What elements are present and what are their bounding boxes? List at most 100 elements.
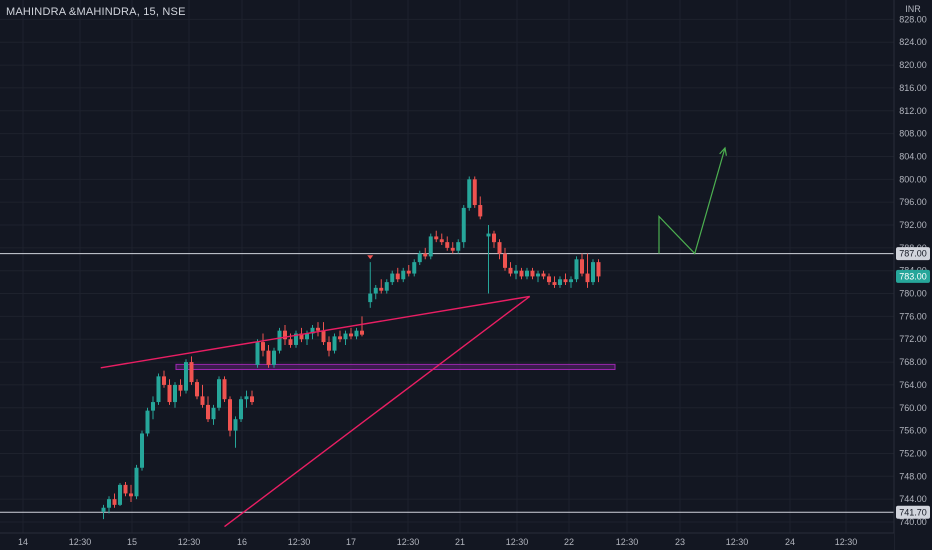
candle-body bbox=[574, 259, 579, 280]
candle bbox=[401, 267, 406, 283]
candle-body bbox=[563, 279, 568, 283]
candle-body bbox=[530, 270, 535, 277]
candle bbox=[123, 482, 128, 497]
candle bbox=[360, 316, 364, 337]
candle bbox=[428, 233, 433, 260]
candle bbox=[569, 276, 573, 288]
candle-body bbox=[552, 282, 557, 285]
candle bbox=[283, 324, 287, 345]
candle-body bbox=[107, 499, 111, 508]
candle bbox=[327, 336, 331, 357]
candle-body bbox=[395, 273, 400, 280]
candle-body bbox=[486, 233, 491, 237]
candle bbox=[272, 347, 276, 368]
candle bbox=[250, 390, 254, 405]
time-tick-label: 16 bbox=[237, 537, 247, 547]
candle-body bbox=[536, 273, 540, 277]
candle bbox=[101, 504, 106, 520]
candle-body bbox=[310, 327, 315, 334]
lower-trendline bbox=[224, 295, 531, 528]
candle bbox=[373, 284, 378, 300]
candle-body bbox=[189, 362, 194, 383]
candle bbox=[563, 273, 568, 285]
candle bbox=[450, 242, 455, 254]
candle-body bbox=[569, 279, 573, 283]
candle-body bbox=[112, 499, 117, 505]
candle bbox=[189, 356, 194, 385]
projection-path bbox=[658, 147, 726, 255]
candle bbox=[395, 267, 400, 283]
candle-body bbox=[503, 253, 507, 268]
price-tick-label: 824.00 bbox=[899, 37, 927, 47]
candle-body bbox=[250, 396, 254, 403]
candle bbox=[497, 239, 502, 260]
candle bbox=[145, 407, 150, 437]
candle bbox=[384, 279, 389, 294]
candle-body bbox=[305, 333, 309, 340]
price-tick-label: 812.00 bbox=[899, 106, 927, 116]
candle bbox=[508, 262, 513, 277]
projection-arrow-head bbox=[719, 146, 727, 156]
candle bbox=[118, 483, 122, 507]
candle-body bbox=[228, 399, 232, 431]
candle-body bbox=[101, 507, 106, 512]
candle-body bbox=[508, 267, 513, 274]
candle-body bbox=[439, 239, 444, 243]
candle-body bbox=[299, 333, 304, 340]
candle bbox=[541, 270, 546, 280]
candle bbox=[486, 225, 491, 294]
candle bbox=[596, 259, 601, 283]
candle bbox=[140, 430, 144, 471]
candle bbox=[456, 239, 461, 254]
candle bbox=[211, 404, 216, 425]
time-tick-label: 12:30 bbox=[506, 537, 529, 547]
candle bbox=[112, 493, 117, 508]
candle-body bbox=[428, 236, 433, 257]
price-tick-label: 804.00 bbox=[899, 151, 927, 161]
time-axis-background bbox=[0, 533, 894, 550]
candle bbox=[445, 236, 450, 251]
candle-body bbox=[461, 207, 466, 243]
candle-body bbox=[412, 262, 417, 274]
price-tick-label: 816.00 bbox=[899, 83, 927, 93]
price-tick-label: 740.00 bbox=[899, 517, 927, 527]
price-tick-label: 796.00 bbox=[899, 197, 927, 207]
price-tick-label: 792.00 bbox=[899, 220, 927, 230]
candle-body bbox=[162, 376, 166, 385]
candle bbox=[478, 196, 483, 220]
candle-body bbox=[558, 279, 562, 285]
candle-body bbox=[360, 330, 364, 335]
candle bbox=[156, 373, 161, 405]
candle-body bbox=[368, 293, 373, 303]
candle-body bbox=[354, 330, 359, 337]
candle bbox=[349, 327, 353, 340]
candle bbox=[354, 327, 359, 340]
candle-body bbox=[547, 276, 551, 283]
candle-body bbox=[129, 493, 133, 497]
candle-body bbox=[349, 333, 353, 337]
candle-body bbox=[456, 242, 461, 251]
time-tick-label: 15 bbox=[127, 537, 137, 547]
candle-body bbox=[478, 205, 483, 217]
candle-body bbox=[321, 330, 326, 343]
candle bbox=[585, 253, 590, 288]
candle bbox=[332, 333, 337, 354]
candle-body bbox=[283, 330, 287, 340]
candle-body bbox=[233, 419, 238, 431]
candle-body bbox=[406, 270, 411, 274]
candle-body bbox=[123, 484, 128, 494]
upper-trendline bbox=[100, 295, 530, 369]
price-tick-label: 828.00 bbox=[899, 14, 927, 24]
candle-body bbox=[467, 179, 472, 208]
candle-body bbox=[519, 270, 524, 277]
candle-body bbox=[288, 339, 293, 345]
candle-body bbox=[423, 253, 428, 257]
candle bbox=[261, 333, 265, 357]
candle-body bbox=[472, 179, 477, 206]
time-tick-label: 12:30 bbox=[69, 537, 92, 547]
candle-body bbox=[195, 382, 199, 397]
candle-body bbox=[266, 350, 271, 365]
time-tick-label: 24 bbox=[785, 537, 795, 547]
candle-body bbox=[596, 262, 601, 277]
